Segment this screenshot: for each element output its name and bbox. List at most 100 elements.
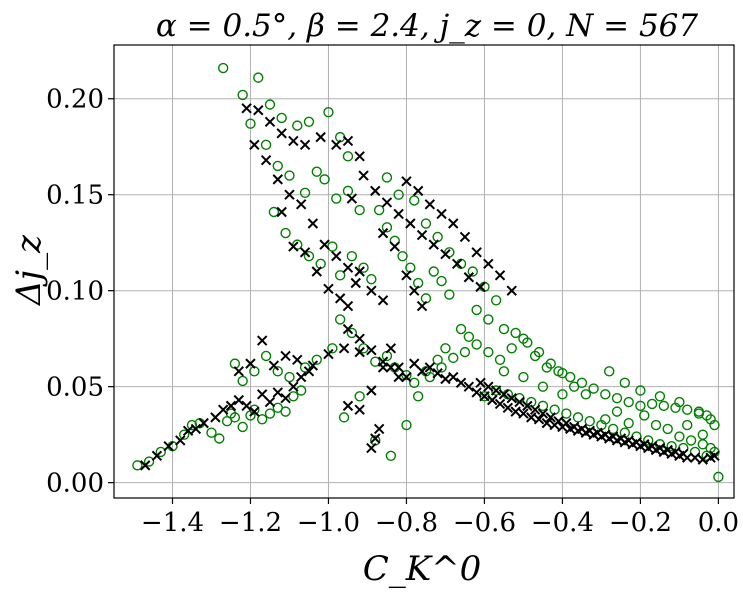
circle-point <box>264 99 276 110</box>
circle-point <box>268 206 280 218</box>
circle-point <box>506 343 517 354</box>
cross-point <box>233 394 244 406</box>
cross-point <box>533 414 545 425</box>
circle-point <box>284 170 295 181</box>
circle-point <box>483 346 494 358</box>
circle-point <box>455 323 467 335</box>
cross-point <box>424 199 436 210</box>
circle-point <box>545 358 556 369</box>
cross-point <box>498 389 510 400</box>
cross-point <box>615 433 627 444</box>
cross-point <box>350 277 361 289</box>
cross-point <box>182 425 194 437</box>
cross-point <box>689 452 701 463</box>
circle-point <box>600 389 611 400</box>
cross-point <box>576 423 588 435</box>
circle-point <box>334 314 346 325</box>
circle-point <box>155 446 166 458</box>
cross-point <box>292 354 303 366</box>
cross-point <box>233 366 244 377</box>
cross-point <box>393 208 404 220</box>
grid <box>114 45 734 498</box>
circle-point <box>658 400 670 412</box>
circle-point <box>561 408 572 419</box>
circle-point <box>697 429 709 440</box>
circle-point <box>373 204 385 216</box>
circle-point <box>256 414 268 425</box>
cross-point <box>280 350 291 362</box>
cross-point <box>463 272 475 283</box>
cross-point <box>358 170 369 181</box>
circle-point <box>709 419 720 431</box>
cross-point <box>253 105 264 116</box>
circle-point <box>682 404 693 415</box>
cross-point <box>307 218 319 229</box>
cross-point <box>276 128 287 139</box>
circle-point <box>229 412 241 423</box>
circle-point <box>272 366 283 377</box>
cross-point <box>697 454 709 465</box>
cross-point <box>288 241 299 252</box>
y-tick-label: 0.05 <box>46 373 104 403</box>
circle-point <box>518 371 529 383</box>
circle-point <box>311 354 322 365</box>
cross-point <box>366 442 377 454</box>
circle-point <box>650 419 662 431</box>
x-tick-label: −1.0 <box>297 508 360 538</box>
circle-point <box>334 270 346 281</box>
cross-point <box>494 398 506 410</box>
circle-point <box>463 331 475 342</box>
circle-point <box>467 266 478 277</box>
circle-point <box>494 354 506 365</box>
circle-point <box>483 314 494 325</box>
x-tick-label: 0.0 <box>698 508 739 538</box>
cross-point <box>295 371 307 383</box>
cross-point <box>623 435 634 446</box>
circle-point <box>654 391 666 402</box>
x-tick-label: −0.2 <box>609 508 672 538</box>
x-tick-label: −0.8 <box>375 508 438 538</box>
cross-point <box>529 404 541 415</box>
cross-point <box>249 139 260 151</box>
circle-point <box>490 295 502 306</box>
circle-point <box>428 266 439 277</box>
y-axis: 0.00 0.05 0.10 0.15 0.20 <box>46 85 114 499</box>
cross-point <box>370 185 381 197</box>
cross-point <box>451 258 463 270</box>
cross-point <box>541 417 553 429</box>
cross-point <box>338 343 350 354</box>
circle-point <box>381 172 393 183</box>
cross-point <box>241 400 252 412</box>
cross-point <box>377 362 389 373</box>
circle-point <box>662 423 673 435</box>
cross-point <box>709 450 720 461</box>
cross-point <box>272 387 283 398</box>
circle-point <box>674 431 685 442</box>
cross-point <box>471 387 482 398</box>
circle-point <box>444 289 455 300</box>
x-axis: −1.4 −1.2 −1.0 −0.8 −0.6 −0.4 −0.2 0.0 <box>141 498 739 538</box>
cross-point <box>381 197 393 208</box>
circle-point <box>299 187 311 199</box>
cross-point <box>662 444 673 456</box>
y-axis-label: Δj_z <box>9 234 49 307</box>
circle-point <box>646 398 658 410</box>
cross-point <box>393 362 404 373</box>
cross-point <box>190 423 202 435</box>
cross-point <box>483 381 494 392</box>
circle-point <box>214 433 225 444</box>
y-tick-label: 0.20 <box>46 85 104 115</box>
circle-point <box>143 456 155 467</box>
cross-point <box>479 391 490 402</box>
circle-point <box>643 435 654 446</box>
cross-point <box>354 151 365 162</box>
circle-point <box>685 435 697 446</box>
cross-point <box>401 176 412 187</box>
cross-point <box>264 116 276 127</box>
circle-point <box>272 160 283 172</box>
y-tick-label: 0.15 <box>46 181 104 211</box>
cross-point <box>151 450 163 461</box>
cross-point <box>331 139 342 151</box>
cross-point <box>354 404 365 415</box>
cross-point <box>432 368 443 379</box>
